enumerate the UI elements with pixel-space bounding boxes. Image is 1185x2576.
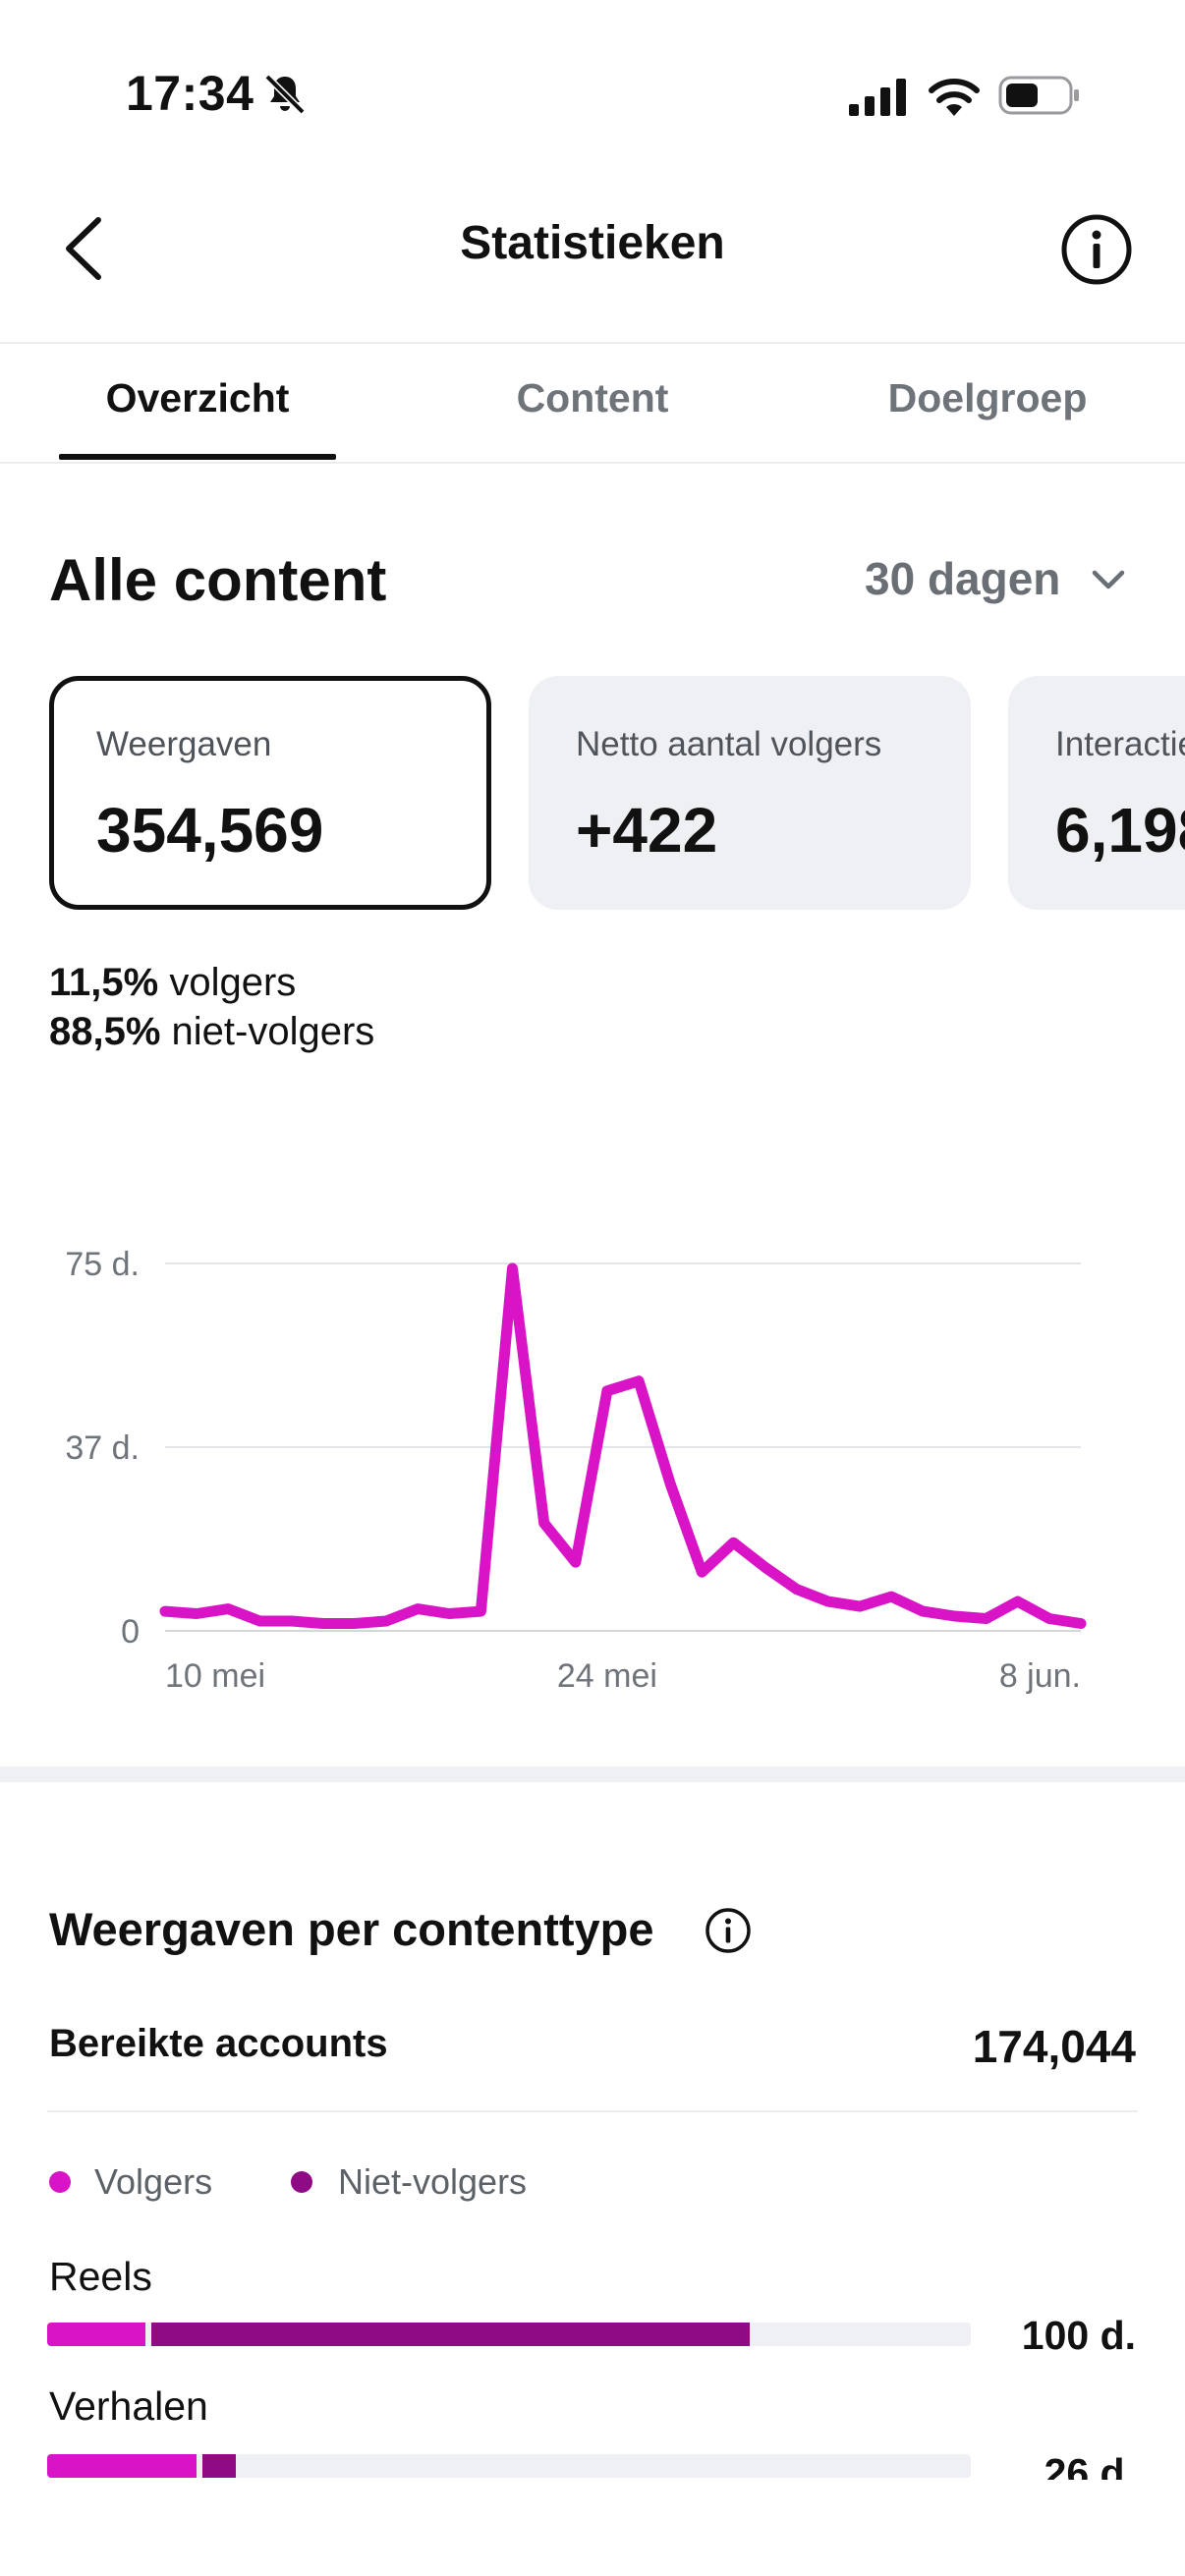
date-range-selector[interactable]: 30 dagen bbox=[865, 553, 1061, 604]
active-tab-indicator bbox=[59, 454, 336, 460]
content-type-label-reels: Reels bbox=[49, 2254, 152, 2299]
info-icon[interactable] bbox=[1059, 212, 1134, 287]
data-point bbox=[1048, 1618, 1050, 1620]
header-divider bbox=[0, 342, 1185, 344]
data-point bbox=[354, 1623, 356, 1625]
tab-overview[interactable]: Overzicht bbox=[105, 375, 290, 420]
data-point bbox=[827, 1600, 829, 1602]
reached-divider bbox=[47, 2110, 1138, 2112]
views-line-chart: 75 d. 37 d. 0 10 mei 24 mei 8 jun. bbox=[65, 1246, 1087, 1695]
metric-label: Netto aantal volgers bbox=[576, 725, 882, 763]
section-divider bbox=[0, 1766, 1185, 1782]
wifi-icon bbox=[929, 79, 980, 116]
data-point bbox=[164, 1610, 166, 1612]
tab-content[interactable]: Content bbox=[516, 375, 669, 420]
cellular-signal-icon bbox=[849, 79, 906, 116]
content-type-bar-stories bbox=[47, 2454, 971, 2478]
data-point bbox=[575, 1561, 577, 1563]
chevron-down-icon[interactable] bbox=[1091, 568, 1126, 591]
y-tick-label: 0 bbox=[121, 1613, 140, 1651]
data-point bbox=[638, 1380, 640, 1382]
x-tick-label: 24 mei bbox=[557, 1657, 657, 1695]
data-point bbox=[732, 1541, 734, 1543]
data-point bbox=[385, 1620, 387, 1622]
tab-audience[interactable]: Doelgroep bbox=[887, 375, 1088, 420]
data-point bbox=[796, 1589, 798, 1591]
data-point bbox=[922, 1610, 924, 1612]
legend-label-followers: Volgers bbox=[94, 2161, 213, 2202]
data-point bbox=[448, 1613, 450, 1615]
views-series-line bbox=[159, 1262, 1087, 1629]
data-point bbox=[227, 1608, 229, 1610]
metric-cards-row[interactable]: Weergaven 354,569 Netto aantal volgers +… bbox=[0, 676, 1185, 912]
nonfollowers-share-label: niet-volgers bbox=[160, 1010, 375, 1053]
followers-share-label: volgers bbox=[158, 961, 297, 1004]
data-point bbox=[258, 1620, 260, 1622]
data-point bbox=[480, 1610, 481, 1612]
content-type-title: Weergaven per contenttype bbox=[49, 1903, 654, 1955]
status-time: 17:34 bbox=[126, 66, 254, 121]
data-point bbox=[417, 1608, 419, 1610]
data-point bbox=[701, 1571, 703, 1573]
data-point bbox=[890, 1596, 892, 1597]
section-title: Alle content bbox=[49, 547, 387, 613]
content-type-value-reels: 100 d. bbox=[1021, 2313, 1136, 2358]
data-point bbox=[322, 1623, 324, 1625]
metric-value: +422 bbox=[576, 795, 718, 866]
battery-icon bbox=[998, 76, 1079, 115]
data-point bbox=[764, 1566, 766, 1568]
data-point bbox=[512, 1267, 514, 1269]
data-point bbox=[196, 1613, 198, 1615]
x-tick-label: 8 jun. bbox=[999, 1657, 1081, 1695]
metric-label: Interacties bbox=[1055, 725, 1185, 763]
content-type-label-stories: Verhalen bbox=[49, 2383, 208, 2429]
content-type-value-stories: 26 d. bbox=[1044, 2450, 1136, 2480]
metric-value: 354,569 bbox=[96, 795, 324, 866]
nonfollowers-share: 88,5% niet-volgers bbox=[49, 1010, 374, 1054]
reached-accounts-value: 174,044 bbox=[972, 2021, 1136, 2072]
bar-segment-nonfollowers bbox=[150, 2323, 750, 2346]
reached-accounts-label: Bereikte accounts bbox=[49, 2022, 388, 2065]
metric-card-interactions[interactable]: Interacties 6,198 bbox=[1008, 676, 1185, 910]
data-point bbox=[606, 1390, 608, 1392]
nonfollowers-share-pct: 88,5% bbox=[49, 1010, 161, 1053]
data-point bbox=[986, 1618, 988, 1620]
legend-dot-nonfollowers bbox=[291, 2171, 312, 2193]
data-point bbox=[859, 1605, 861, 1607]
metric-card-net-followers[interactable]: Netto aantal volgers +422 bbox=[529, 676, 971, 910]
bar-segment-nonfollowers bbox=[202, 2454, 237, 2478]
followers-share: 11,5% volgers bbox=[49, 961, 296, 1005]
bell-slash-icon bbox=[264, 74, 306, 115]
info-icon[interactable] bbox=[704, 1906, 753, 1955]
data-point bbox=[291, 1620, 293, 1622]
y-tick-label: 75 d. bbox=[65, 1246, 140, 1283]
metric-label: Weergaven bbox=[96, 725, 272, 763]
data-point bbox=[543, 1522, 545, 1524]
data-point bbox=[1017, 1600, 1019, 1602]
metric-card-views[interactable]: Weergaven 354,569 bbox=[49, 676, 491, 910]
chevron-left-icon[interactable] bbox=[59, 214, 108, 283]
bar-segment-followers bbox=[47, 2454, 198, 2478]
metric-value: 6,198 bbox=[1055, 795, 1185, 866]
data-point bbox=[1080, 1623, 1082, 1625]
content-type-bar-reels bbox=[47, 2323, 971, 2346]
data-point bbox=[953, 1615, 955, 1617]
followers-share-pct: 11,5% bbox=[49, 961, 159, 1004]
y-tick-label: 37 d. bbox=[65, 1429, 140, 1467]
bar-segment-followers bbox=[47, 2323, 145, 2346]
legend-label-nonfollowers: Niet-volgers bbox=[338, 2161, 528, 2202]
tabs-divider bbox=[0, 462, 1185, 464]
legend-dot-followers bbox=[49, 2171, 71, 2193]
page-title: Statistieken bbox=[460, 217, 725, 269]
x-tick-label: 10 mei bbox=[165, 1657, 265, 1695]
